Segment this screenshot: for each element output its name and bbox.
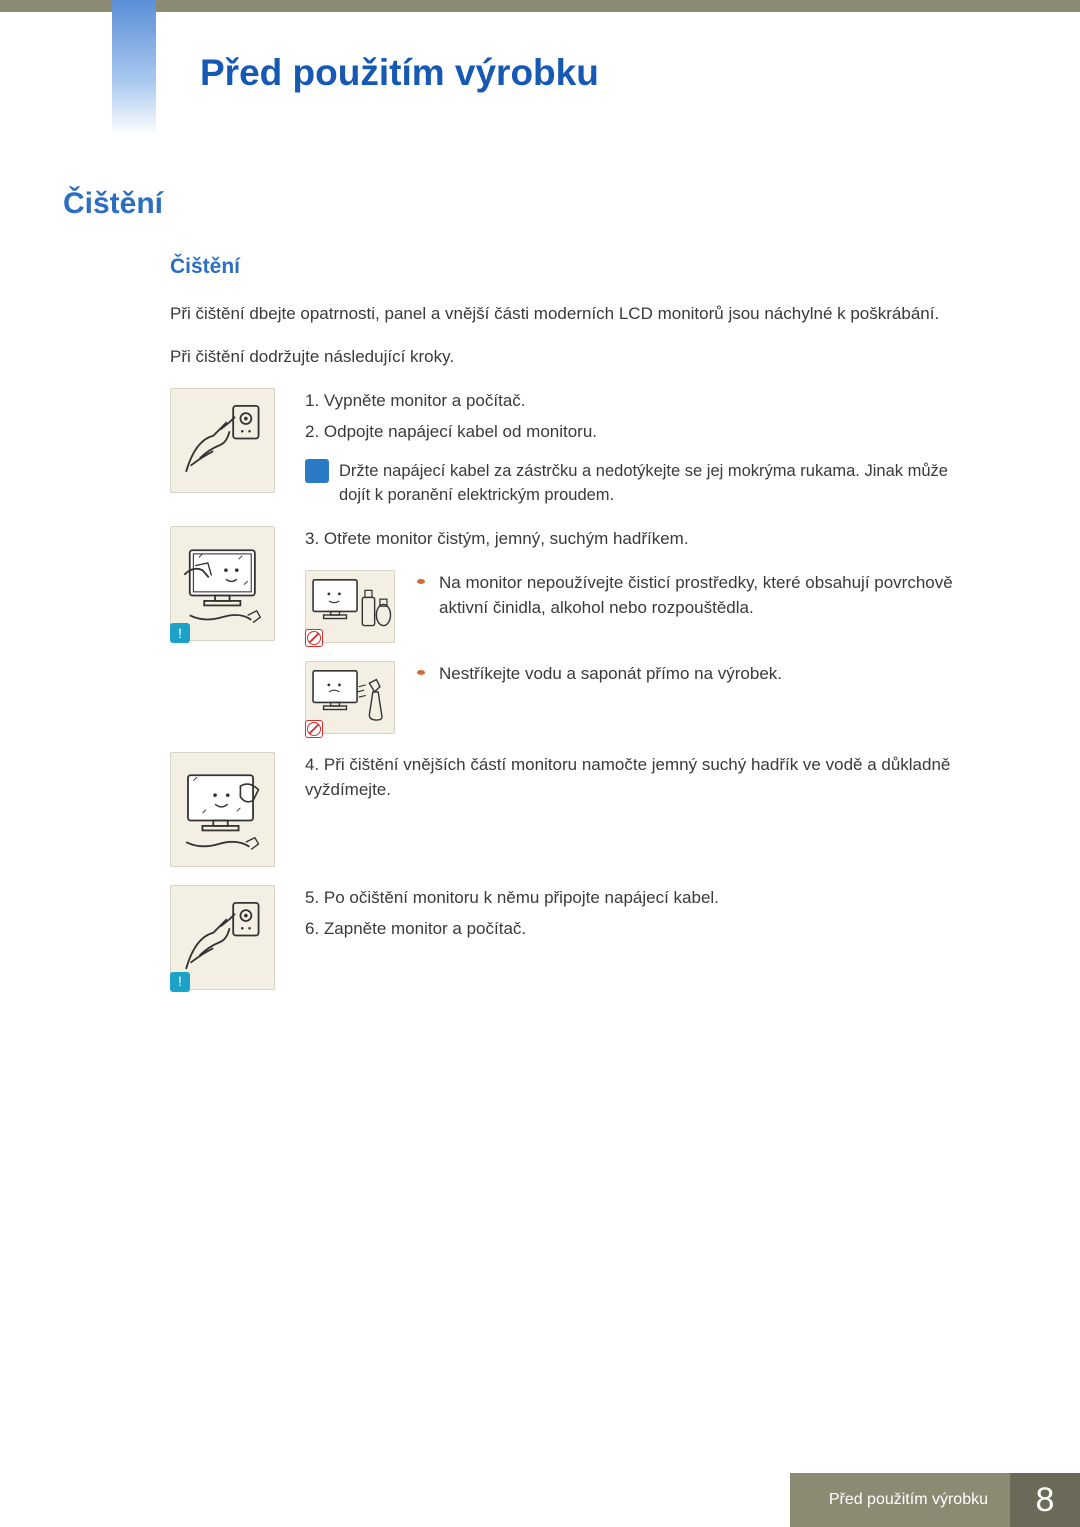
footer: Před použitím výrobku 8	[0, 1473, 1080, 1527]
sub-no-chemicals: Na monitor nepoužívejte čisticí prostřed…	[305, 570, 970, 643]
step-4: 4. Při čištění vnějších částí monitoru n…	[170, 752, 970, 867]
bullet-icon	[417, 579, 425, 584]
plug-in-icon	[177, 892, 268, 983]
step1-line2: 2. Odpojte napájecí kabel od monitoru.	[305, 419, 970, 445]
content-area: Čištění Při čištění dbejte opatrnosti, p…	[170, 251, 970, 1008]
illus-wipe: !	[170, 526, 280, 641]
intro-para-2: Při čištění dodržujte následující kroky.	[170, 344, 970, 370]
prohibit-badge-icon	[305, 720, 323, 738]
wipe-monitor-icon	[177, 534, 268, 633]
illus-unplug	[170, 388, 280, 493]
section-heading: Čištění	[63, 187, 163, 221]
chapter-title: Před použitím výrobku	[200, 52, 599, 94]
note-icon	[305, 459, 329, 483]
illus-wipe-exterior	[170, 752, 280, 867]
subsection-heading: Čištění	[170, 251, 970, 283]
step4-line: 4. Při čištění vnějších částí monitoru n…	[305, 752, 970, 803]
footer-page-number: 8	[1010, 1473, 1080, 1527]
bullet-icon	[417, 670, 425, 675]
step3-bullet2: Nestříkejte vodu a saponát přímo na výro…	[439, 661, 782, 687]
step3-bullet1: Na monitor nepoužívejte čisticí prostřed…	[439, 570, 970, 621]
illus-plug-in: !	[170, 885, 280, 990]
header-bar	[0, 0, 1080, 12]
step-3: ! 3. Otřete monitor čistým, jemný, suchý…	[170, 526, 970, 734]
step-1-2: 1. Vypněte monitor a počítač. 2. Odpojte…	[170, 388, 970, 509]
wipe-exterior-icon	[177, 759, 268, 858]
step1-line1: 1. Vypněte monitor a počítač.	[305, 388, 970, 414]
unplug-icon	[177, 395, 268, 486]
step5-line1: 5. Po očištění monitoru k němu připojte …	[305, 885, 970, 911]
chapter-tab	[112, 0, 156, 135]
step-5-6: ! 5. Po očištění monitoru k němu připojt…	[170, 885, 970, 990]
info-badge-icon: !	[170, 972, 190, 992]
footer-label: Před použitím výrobku	[790, 1473, 1010, 1527]
info-badge-icon: !	[170, 623, 190, 643]
note-text: Držte napájecí kabel za zástrčku a nedot…	[339, 459, 970, 509]
prohibit-badge-icon	[305, 629, 323, 647]
note-row: Držte napájecí kabel za zástrčku a nedot…	[305, 459, 970, 509]
sub-no-spray: Nestříkejte vodu a saponát přímo na výro…	[305, 661, 970, 734]
step5-line2: 6. Zapněte monitor a počítač.	[305, 916, 970, 942]
intro-para-1: Při čištění dbejte opatrnosti, panel a v…	[170, 301, 970, 327]
step3-line: 3. Otřete monitor čistým, jemný, suchým …	[305, 526, 970, 552]
